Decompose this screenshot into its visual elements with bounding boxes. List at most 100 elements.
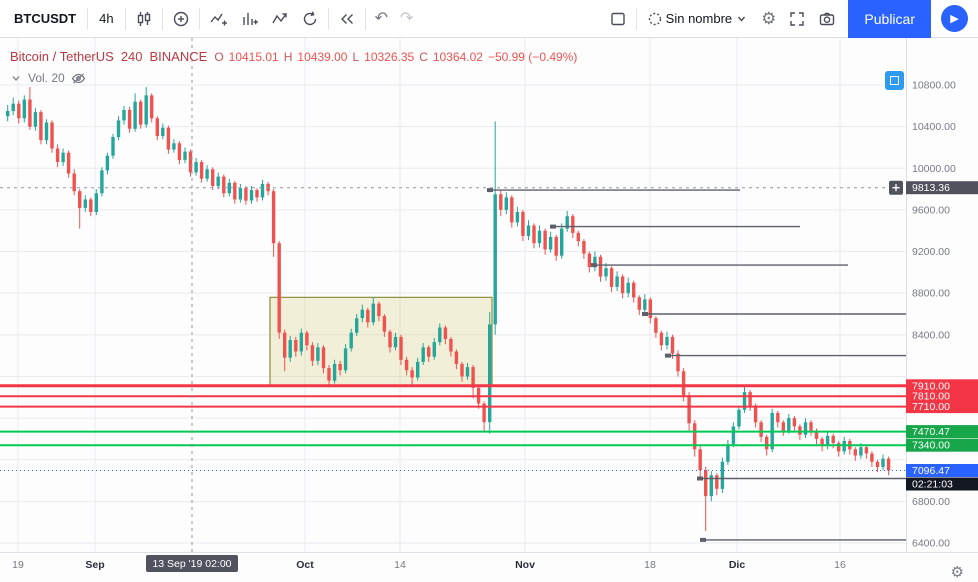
- double-chevron-left-icon: [340, 13, 353, 24]
- level-price-tag: 7470.47: [906, 425, 978, 439]
- eye-off-icon[interactable]: [71, 72, 86, 85]
- svg-text:10800.00: 10800.00: [912, 80, 956, 92]
- fullscreen-icon: [790, 11, 805, 26]
- add-alert-plus-button[interactable]: [889, 180, 903, 195]
- svg-text:9813.36: 9813.36: [912, 182, 950, 194]
- redo-button[interactable]: ↷: [394, 5, 419, 33]
- svg-text:Oct: Oct: [296, 559, 314, 571]
- svg-text:16: 16: [834, 559, 846, 571]
- ohlc-low-label: L: [352, 49, 360, 64]
- layout-name-label: Sin nombre: [665, 11, 733, 26]
- svg-text:Nov: Nov: [515, 559, 535, 571]
- fullscreen-button[interactable]: [782, 5, 812, 33]
- svg-text:7810.00: 7810.00: [912, 391, 950, 403]
- bar-replay-button[interactable]: [295, 5, 325, 33]
- screenshot-button[interactable]: [812, 5, 842, 33]
- price-axis-labels: 10800.00 10400.00 10000.00 9600.00 9200.00 88…: [912, 80, 956, 550]
- replay-clock-icon: [303, 11, 316, 25]
- horizontal-line-drawings[interactable]: [0, 384, 906, 447]
- rewind-button[interactable]: [332, 5, 362, 33]
- crosshair-time-tag: 13 Sep '19 02:00: [146, 555, 238, 572]
- chart-style-button[interactable]: [129, 5, 159, 33]
- svg-text:19: 19: [12, 559, 24, 571]
- interval-button[interactable]: 4h: [99, 11, 114, 26]
- zigzag-pattern-icon: [271, 12, 287, 23]
- svg-text:7470.47: 7470.47: [912, 426, 950, 438]
- level-price-tag: 7340.00: [906, 438, 978, 452]
- last-price-tag: 7096.47: [906, 464, 978, 477]
- undo-button[interactable]: ↶: [369, 5, 394, 33]
- ideas-stream-button[interactable]: ▶: [941, 5, 968, 32]
- compare-button[interactable]: [166, 5, 196, 33]
- svg-text:Dic: Dic: [729, 559, 746, 571]
- ohlc-open-value: 10415.01: [228, 49, 279, 64]
- bar-countdown-tag: 02:21:03: [906, 477, 978, 491]
- settings-button[interactable]: ⚙: [755, 5, 782, 33]
- toolbar-divider: [635, 7, 637, 30]
- svg-text:14: 14: [394, 559, 406, 571]
- svg-text:10400.00: 10400.00: [912, 121, 956, 133]
- publish-button[interactable]: Publicar: [848, 0, 931, 38]
- toolbar-divider: [161, 7, 163, 30]
- cloud-status-icon: [648, 12, 661, 25]
- candlestick-icon: [137, 11, 150, 26]
- toolbar-divider: [364, 7, 366, 30]
- legend-exchange: BINANCE: [149, 49, 208, 64]
- price-axis[interactable]: [906, 38, 978, 552]
- ohlc-close-label: C: [419, 49, 428, 64]
- svg-text:6400.00: 6400.00: [912, 538, 950, 550]
- svg-text:7710.00: 7710.00: [912, 401, 950, 413]
- svg-text:7340.00: 7340.00: [912, 440, 950, 452]
- legend-symbol-title[interactable]: Bitcoin / TetherUS: [10, 49, 114, 64]
- ohlc-high-label: H: [283, 49, 293, 64]
- trendline-drawings[interactable]: [487, 188, 906, 542]
- pane-square-icon: [890, 76, 899, 85]
- volume-indicator-label[interactable]: Vol. 20: [28, 71, 65, 85]
- level-price-tag: 7710.00: [906, 400, 978, 414]
- chart-area[interactable]: 10800.00 10400.00 10000.00 9600.00 9200.00 88…: [0, 38, 978, 582]
- ohlc-change-value: −50.99 (−0.49%): [487, 49, 578, 64]
- crosshair: [0, 38, 890, 552]
- layout-name-button[interactable]: Sin nombre: [640, 5, 755, 33]
- chart-canvas[interactable]: 10800.00 10400.00 10000.00 9600.00 9200.00 88…: [0, 38, 978, 582]
- time-axis-settings-button[interactable]: ⚙: [951, 565, 964, 580]
- redo-icon: ↷: [399, 9, 414, 27]
- svg-text:Sep: Sep: [85, 559, 104, 571]
- symbol-button[interactable]: BTCUSDT: [14, 11, 77, 26]
- svg-text:8800.00: 8800.00: [912, 288, 950, 300]
- svg-text:13 Sep '19 02:00: 13 Sep '19 02:00: [152, 558, 231, 570]
- indicator-templates-button[interactable]: [234, 5, 265, 33]
- svg-text:6800.00: 6800.00: [912, 496, 950, 508]
- gear-icon: ⚙: [761, 9, 777, 28]
- level-price-tag: 7910.00: [906, 379, 978, 393]
- toolbar-divider: [87, 7, 89, 30]
- layout-select-button[interactable]: [603, 5, 633, 33]
- alerts-button[interactable]: [265, 5, 295, 33]
- top-toolbar: BTCUSDT 4h: [0, 0, 978, 38]
- grid-layer: [0, 38, 906, 552]
- legend-interval: 240: [120, 49, 143, 64]
- svg-text:9200.00: 9200.00: [912, 246, 950, 258]
- maximize-pane-button[interactable]: [885, 71, 904, 90]
- layout-grid-icon: [610, 12, 625, 25]
- plus-circle-icon: [173, 11, 188, 26]
- templates-icon: [242, 12, 258, 25]
- toolbar-divider: [198, 7, 200, 30]
- ohlc-open-label: O: [214, 49, 224, 64]
- rectangle-drawing[interactable]: [269, 296, 493, 387]
- svg-text:18: 18: [644, 559, 656, 571]
- legend-ohlc: O 10415.01 H 10439.00 L 10326.35 C 10364.02 …: [214, 50, 577, 64]
- legend-collapse-chevron-icon[interactable]: [10, 72, 22, 84]
- level-price-tag: 7810.00: [906, 389, 978, 403]
- ohlc-high-value: 10439.00: [297, 49, 348, 64]
- candles-layer: [6, 87, 891, 531]
- indicators-button[interactable]: [203, 5, 234, 33]
- toolbar-divider: [124, 7, 126, 30]
- svg-text:8400.00: 8400.00: [912, 329, 950, 341]
- undo-icon: ↶: [374, 9, 388, 27]
- time-axis[interactable]: [0, 552, 906, 582]
- ohlc-close-value: 10364.02: [432, 49, 483, 64]
- svg-text:9600.00: 9600.00: [912, 204, 950, 216]
- time-axis-labels: 19 Sep Oct 14 Nov 18 Dic 16: [12, 559, 846, 571]
- svg-text:7096.47: 7096.47: [912, 465, 950, 477]
